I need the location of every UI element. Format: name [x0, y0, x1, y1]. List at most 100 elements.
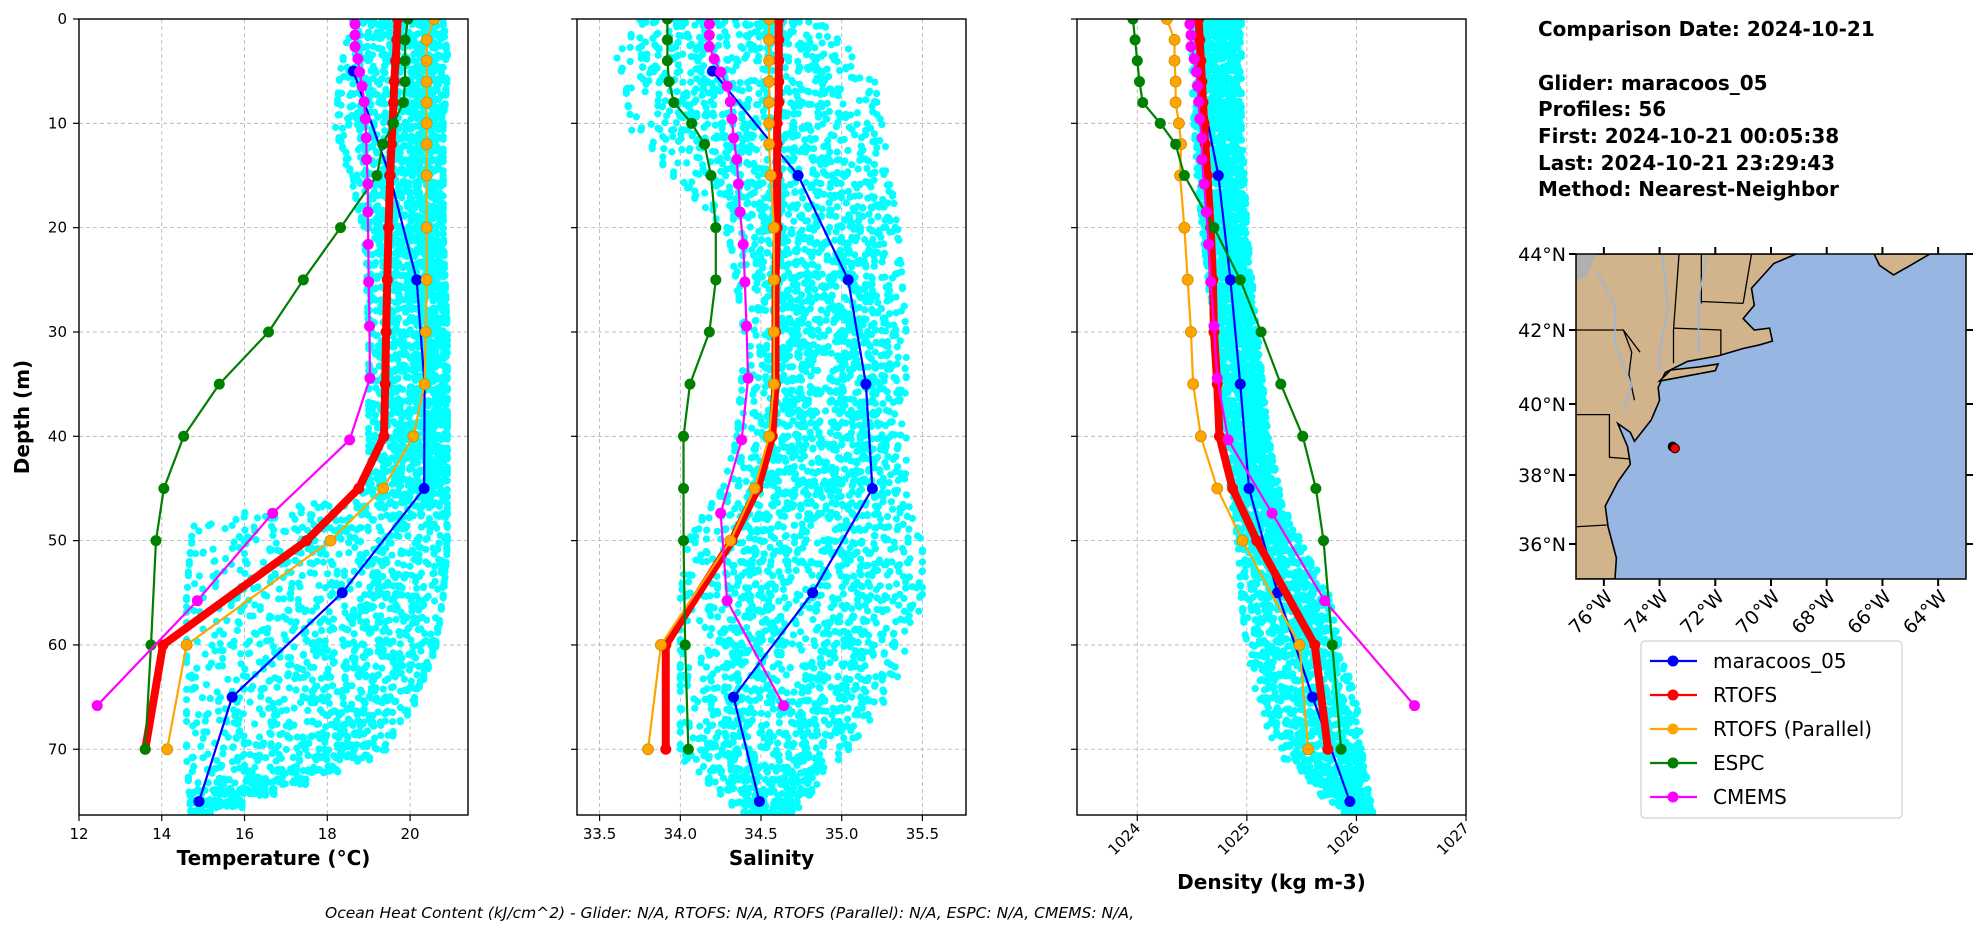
glider-scatter-point: [890, 200, 897, 207]
glider-scatter-point: [328, 579, 335, 586]
cmems-point: [354, 66, 365, 77]
glider-scatter-point: [441, 103, 448, 110]
glider-scatter-point: [227, 602, 234, 609]
glider-scatter-point: [765, 237, 772, 244]
glider-scatter-point: [322, 551, 329, 558]
glider-scatter-point: [365, 402, 372, 409]
rtofs_parallel-point: [421, 170, 432, 181]
glider-scatter-point: [420, 583, 427, 590]
glider-scatter-point: [256, 733, 263, 740]
rtofs-point: [381, 326, 392, 337]
glider-scatter-point: [202, 815, 209, 822]
glider-scatter-point: [382, 746, 389, 753]
glider-scatter-point: [384, 709, 391, 716]
glider-scatter-point: [750, 398, 757, 405]
glider-scatter-point: [397, 146, 404, 153]
glider-scatter-point: [252, 753, 259, 760]
rtofs_parallel-point: [325, 535, 336, 546]
glider-scatter-point: [348, 90, 355, 97]
glider-scatter-point: [229, 545, 236, 552]
glider-scatter-point: [406, 563, 413, 570]
glider-scatter-point: [412, 39, 419, 46]
glider-scatter-point: [373, 612, 380, 619]
glider-scatter-point: [613, 54, 620, 61]
glider-scatter-point: [241, 739, 248, 746]
glider-scatter-point: [191, 580, 198, 587]
y-tick-label: 40: [48, 427, 67, 445]
rtofs_parallel-point: [421, 118, 432, 129]
glider-scatter-point: [377, 100, 384, 107]
glider-scatter-point: [240, 672, 247, 679]
glider-scatter-point: [429, 215, 436, 222]
glider-scatter-point: [262, 790, 269, 797]
glider-scatter-point: [413, 671, 420, 678]
glider-scatter-point: [291, 525, 298, 532]
espc-point: [400, 76, 411, 87]
glider-scatter-point: [227, 800, 234, 807]
y-tick-label: 10: [48, 114, 67, 132]
glider-scatter-point: [404, 711, 411, 718]
glider-scatter-point: [320, 615, 327, 622]
glider-scatter-point: [268, 722, 275, 729]
glider-scatter-point: [280, 528, 287, 535]
glider-scatter-point: [348, 682, 355, 689]
glider-scatter-point: [336, 76, 343, 83]
glider-scatter-point: [728, 675, 735, 682]
glider-scatter-point: [371, 109, 378, 116]
glider-scatter-point: [394, 375, 401, 382]
glider-scatter-point: [360, 641, 367, 648]
glider-scatter-point: [415, 663, 422, 670]
glider-scatter-point: [365, 50, 372, 57]
glider-scatter-point: [183, 743, 190, 750]
glider-scatter-point: [383, 696, 390, 703]
glider-scatter-point: [424, 251, 431, 258]
glider-scatter-point: [384, 590, 391, 597]
glider-scatter-point: [233, 734, 240, 741]
glider-scatter-point: [396, 328, 403, 335]
glider-scatter-point: [374, 636, 381, 643]
espc-point: [263, 326, 274, 337]
glider-scatter-point: [322, 584, 329, 591]
x-tick-label: 34.5: [744, 825, 777, 843]
glider-scatter-point: [200, 735, 207, 742]
glider-scatter-point: [350, 664, 357, 671]
glider-scatter-point: [726, 512, 733, 519]
glider-scatter-point: [437, 560, 444, 567]
glider-scatter-point: [441, 379, 448, 386]
glider-scatter-point: [372, 69, 379, 76]
glider-scatter-point: [413, 341, 420, 348]
glider-scatter-point: [434, 134, 441, 141]
glider-scatter-point: [388, 435, 395, 442]
glider-scatter-point: [797, 628, 804, 635]
glider-scatter-point: [390, 319, 397, 326]
glider-scatter-point: [334, 570, 341, 577]
glider-scatter-point: [375, 592, 382, 599]
glider-scatter-point: [238, 804, 245, 811]
glider-scatter-point: [318, 627, 325, 634]
glider-scatter-point: [395, 183, 402, 190]
glider-scatter-point: [398, 591, 405, 598]
glider-scatter-point: [436, 540, 443, 547]
glider-scatter-point: [776, 719, 783, 726]
glider-scatter-point: [195, 527, 202, 534]
glider-scatter-point: [408, 217, 415, 224]
glider-scatter-point: [397, 550, 404, 557]
glider-scatter-point: [309, 607, 316, 614]
glider-scatter-point: [360, 223, 367, 230]
glider-scatter-point: [434, 397, 441, 404]
glider-scatter-point: [331, 649, 338, 656]
glider-scatter-point: [222, 788, 229, 795]
glider-scatter-point: [673, 119, 680, 126]
glider-scatter-point: [341, 602, 348, 609]
glider-scatter-point: [353, 643, 360, 650]
glider-scatter-point: [190, 789, 197, 796]
glider-scatter-point: [270, 700, 277, 707]
rtofs_parallel-point: [421, 139, 432, 150]
glider-scatter-point: [440, 591, 447, 598]
glider-scatter-point: [799, 195, 806, 202]
glider-scatter-point: [349, 80, 356, 87]
glider-scatter-point: [324, 570, 331, 577]
glider-scatter-point: [308, 732, 315, 739]
glider-scatter-point: [408, 607, 415, 614]
glider-scatter-point: [413, 502, 420, 509]
